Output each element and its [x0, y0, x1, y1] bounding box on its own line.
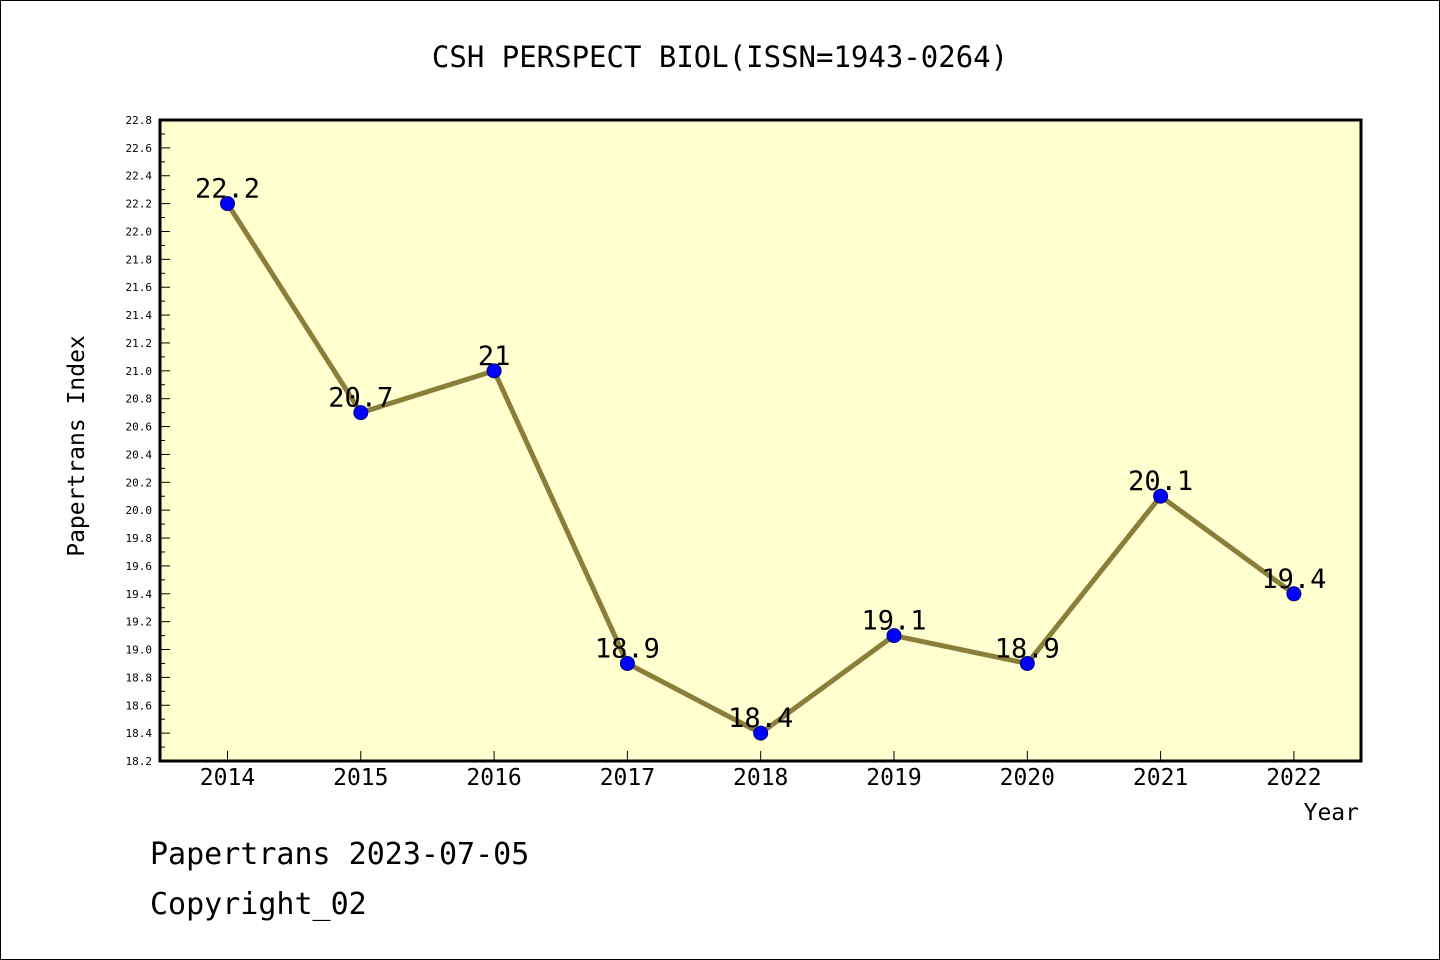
y-tick-label: 20.8	[126, 393, 153, 406]
chart-title: CSH PERSPECT BIOL(ISSN=1943-0264)	[432, 40, 1008, 74]
footer-copyright: Copyright_02	[150, 887, 367, 922]
data-point	[619, 655, 635, 671]
data-point	[753, 725, 769, 741]
y-tick-label: 21.6	[126, 281, 153, 294]
y-axis-label: Papertrans Index	[64, 335, 90, 557]
data-label: 20.7	[328, 383, 393, 414]
y-tick-label: 18.8	[126, 671, 153, 684]
y-tick-label: 22.0	[126, 225, 153, 238]
data-point	[1286, 586, 1302, 602]
data-label: 21	[478, 341, 511, 372]
y-tick-label: 20.2	[126, 476, 153, 489]
x-tick-label: 2021	[1133, 765, 1188, 791]
footer-date: Papertrans 2023-07-05	[150, 837, 529, 872]
x-tick-label: 2019	[866, 765, 921, 791]
data-point	[220, 196, 235, 212]
y-tick-label: 21.8	[126, 253, 153, 266]
y-axis-ticks: 18.2 18.4 18.6 18.8 19.0 19.2 19.4 19.6 19.8 20.0…	[126, 114, 170, 768]
y-tick-label: 22.4	[126, 170, 153, 183]
x-tick-label: 2017	[600, 765, 655, 791]
data-point	[353, 405, 369, 421]
y-tick-label: 21.2	[126, 337, 153, 350]
y-tick-label: 18.4	[126, 727, 153, 740]
y-tick-label: 19.6	[126, 560, 153, 573]
x-axis-ticks: 2014 2015 2016 2017 2018 2019 2020 2021 2022	[200, 751, 1322, 791]
y-tick-label: 21.0	[126, 365, 153, 378]
data-point	[1153, 488, 1169, 504]
data-labels: 22.2 20.7 21 18.9 18.4 19.1 18.9 20.1 19.4	[195, 174, 1326, 735]
x-tick-label: 2020	[1000, 765, 1055, 791]
y-tick-label: 21.4	[126, 309, 153, 322]
x-tick-label: 2016	[466, 765, 521, 791]
x-axis-label: Year	[1304, 800, 1359, 826]
data-label: 19.1	[861, 606, 926, 637]
data-point	[886, 628, 902, 644]
y-tick-label: 22.2	[126, 198, 153, 211]
x-tick-label: 2022	[1266, 765, 1321, 791]
y-tick-label: 19.4	[126, 588, 153, 601]
data-label: 20.1	[1128, 466, 1193, 497]
data-label: 19.4	[1261, 564, 1326, 595]
y-tick-label: 22.8	[126, 114, 153, 127]
y-tick-label: 19.8	[126, 532, 153, 545]
plot-area	[158, 118, 1363, 763]
data-point	[486, 363, 502, 379]
y-tick-label: 20.6	[126, 421, 153, 434]
y-tick-label: 20.4	[126, 448, 153, 461]
y-tick-label: 18.6	[126, 699, 153, 712]
y-tick-label: 19.0	[126, 644, 153, 657]
data-points	[220, 196, 1302, 741]
data-label: 18.9	[595, 633, 660, 664]
y-tick-label: 18.2	[126, 755, 153, 768]
data-label: 22.2	[195, 174, 260, 205]
data-label: 18.9	[995, 633, 1060, 664]
data-label: 18.4	[728, 703, 793, 734]
x-tick-label: 2014	[200, 765, 255, 791]
x-tick-label: 2018	[733, 765, 788, 791]
y-tick-label: 20.0	[126, 504, 153, 517]
y-tick-label: 19.2	[126, 616, 153, 629]
data-point	[1019, 655, 1035, 671]
y-tick-label: 22.6	[126, 142, 153, 155]
x-tick-label: 2015	[333, 765, 388, 791]
